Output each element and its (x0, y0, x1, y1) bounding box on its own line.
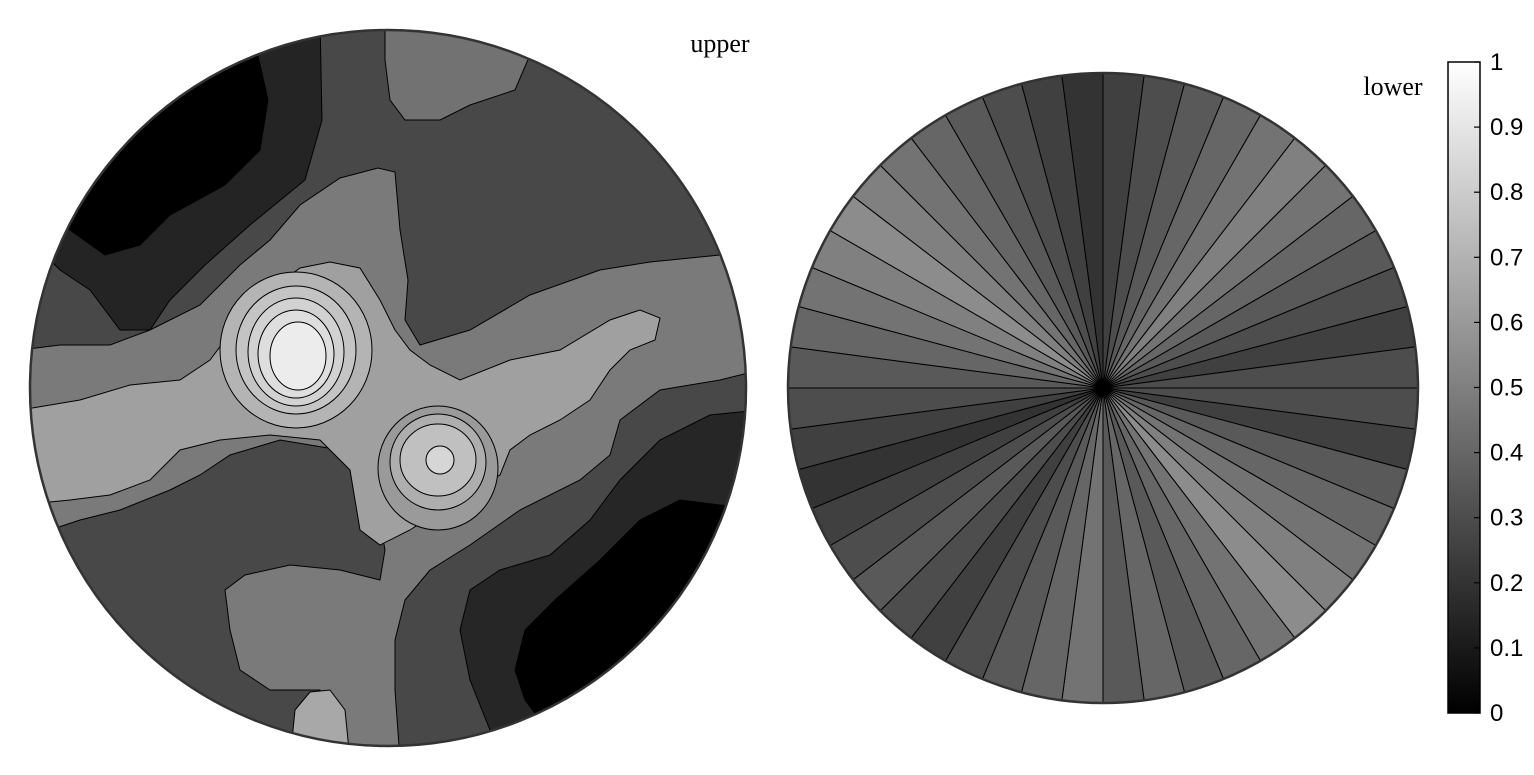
colorbar: 0 0.1 0.2 0.3 0.4 0.5 0.6 0.7 0.8 0.9 1 (1447, 49, 1523, 727)
upper-contour-fill (30, 30, 746, 746)
colorbar-tick-label: 0.6 (1490, 309, 1523, 336)
lower-sector (1102, 387, 1418, 475)
lower-sector (1102, 387, 1147, 703)
lower-contour-fill (788, 73, 1418, 703)
lower-sector (788, 387, 1104, 475)
colorbar-tick-label: 0.3 (1490, 505, 1523, 532)
lower-sector (1102, 301, 1418, 389)
colorbar-tick-label: 1 (1490, 49, 1503, 76)
upper-plot: upper (28, 28, 750, 748)
lower-plot: lower (786, 71, 1423, 705)
lower-sector (788, 301, 1104, 389)
colorbar-tick-label: 0.4 (1490, 440, 1523, 467)
colorbar-tick-label: 0.1 (1490, 635, 1523, 662)
colorbar-tick-label: 0.8 (1490, 179, 1523, 206)
lower-sector (1102, 73, 1190, 389)
lower-sector (788, 387, 1104, 432)
colorbar-tick-label: 0.7 (1490, 244, 1523, 271)
lower-sector (1059, 73, 1104, 389)
upper-boundary (28, 28, 748, 748)
lower-sector (1016, 387, 1104, 703)
lower-sector (1016, 73, 1104, 389)
upper-secondary-peak (377, 405, 499, 531)
lower-sector (1102, 344, 1418, 389)
colorbar-tick-label: 0.5 (1490, 375, 1523, 402)
lower-boundary (786, 71, 1420, 705)
colorbar-tick-label: 0.2 (1490, 570, 1523, 597)
colorbar-tick-label: 0 (1490, 700, 1503, 727)
upper-primary-peak (219, 271, 373, 429)
lower-title: lower (1363, 72, 1423, 101)
colorbar-tick-label: 0.9 (1490, 114, 1523, 141)
upper-title: upper (690, 29, 750, 58)
lower-sector (1102, 387, 1190, 703)
